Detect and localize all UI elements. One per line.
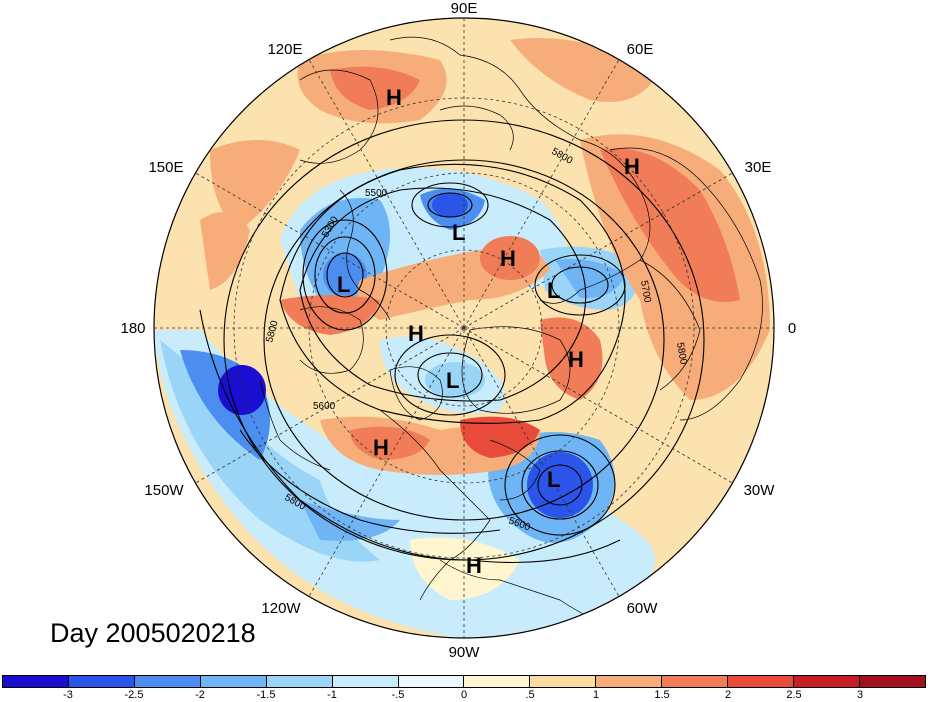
contour-label: 5700 [638, 280, 653, 304]
color-legend-tick-label: -1.5 [256, 689, 276, 701]
color-legend-swatch [266, 676, 333, 687]
contour-label: 5500 [365, 188, 388, 199]
lon-label-120w: 120W [261, 600, 301, 617]
color-legend-swatch [662, 676, 729, 687]
lon-label-150e: 150E [148, 159, 183, 176]
lon-label-150w: 150W [144, 482, 184, 499]
color-legend-swatch [794, 676, 860, 687]
graticule [154, 18, 774, 638]
date-label: Day 2005020218 [50, 618, 256, 648]
color-legend-tick-label: 2.5 [786, 689, 802, 701]
lon-label-30w: 30W [744, 482, 776, 499]
lon-label-30e: 30E [745, 159, 772, 176]
color-legend-swatches [2, 675, 926, 688]
color-legend-swatch [530, 676, 597, 687]
color-legend-tick-label: .5 [525, 689, 535, 701]
color-legend-swatch [728, 676, 795, 687]
contour-label: 5600 [313, 401, 336, 412]
low-center-label: L [446, 368, 459, 393]
high-center-label: H [500, 246, 516, 271]
color-legend-tick-label: 0 [460, 689, 468, 701]
lon-label-180: 180 [120, 320, 145, 337]
color-legend-swatch [68, 676, 135, 687]
high-center-label: H [408, 321, 424, 346]
longitude-labels: 90E 60E 30E 0 30W 60W 90W 120W 150W 180 … [120, 0, 796, 661]
lon-label-60e: 60E [627, 41, 654, 58]
deep-low-atlantic [527, 452, 593, 518]
color-legend-tick-label: -2 [195, 689, 205, 701]
high-center-label: H [624, 154, 640, 179]
lon-label-60w: 60W [627, 600, 659, 617]
color-legend-swatch [596, 676, 663, 687]
color-legend-swatch [859, 676, 925, 687]
deep-low-pacific [218, 365, 266, 415]
lon-label-90w: 90W [449, 644, 481, 661]
color-legend-swatch [200, 676, 267, 687]
color-legend-tick-label: -1 [327, 689, 337, 701]
color-legend-tick-label: 1.5 [654, 689, 670, 701]
low-center-label: L [547, 467, 560, 492]
contour-labels: 5800 5500 5300 5800 5700 5800 5600 5800 … [264, 146, 689, 534]
color-legend-swatch [398, 676, 465, 687]
color-legend-tick-label: -3 [63, 689, 73, 701]
low-center-label: L [452, 220, 465, 245]
polar-stereographic-map: 90E 60E 30E 0 30W 60W 90W 120W 150W 180 … [120, 0, 796, 661]
color-legend-tick-label: 1 [592, 689, 600, 701]
lon-label-90e: 90E [451, 0, 478, 17]
contour-label: 5800 [674, 342, 689, 366]
color-legend-tick-label: 2 [724, 689, 732, 701]
lon-label-0: 0 [788, 320, 796, 337]
pressure-center-labels: H H L L H L L H L H H H [337, 85, 640, 578]
high-center-label: H [568, 347, 584, 372]
color-legend-swatch [134, 676, 201, 687]
color-legend-tick-label: 3 [856, 689, 864, 701]
low-center-label: L [547, 278, 560, 303]
color-legend-swatch [464, 676, 531, 687]
color-legend-swatch [3, 676, 69, 687]
color-legend: -3 -2.5 -2 -1.5 -1 -.5 0 .5 1 1.5 2 2.5 3 [0, 675, 928, 702]
color-legend-ticks: -3 -2.5 -2 -1.5 -1 -.5 0 .5 1 1.5 2 2.5 3 [0, 689, 928, 702]
low-center-label: L [337, 272, 350, 297]
coastlines [259, 36, 763, 631]
warm-core-taymyr [480, 236, 540, 280]
high-center-label: H [466, 553, 482, 578]
color-legend-swatch [332, 676, 399, 687]
color-legend-tick-label: -.5 [391, 689, 405, 701]
high-center-label: H [386, 85, 402, 110]
high-center-label: H [373, 435, 389, 460]
lon-label-120e: 120E [267, 41, 302, 58]
color-legend-tick-label: -2.5 [124, 689, 144, 701]
